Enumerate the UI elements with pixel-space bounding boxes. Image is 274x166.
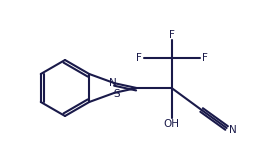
Text: F: F [169, 30, 175, 40]
Text: N: N [229, 125, 236, 135]
Text: F: F [136, 53, 142, 63]
Text: N: N [109, 78, 116, 88]
Text: F: F [202, 53, 208, 63]
Text: S: S [113, 89, 120, 99]
Text: OH: OH [164, 119, 180, 129]
